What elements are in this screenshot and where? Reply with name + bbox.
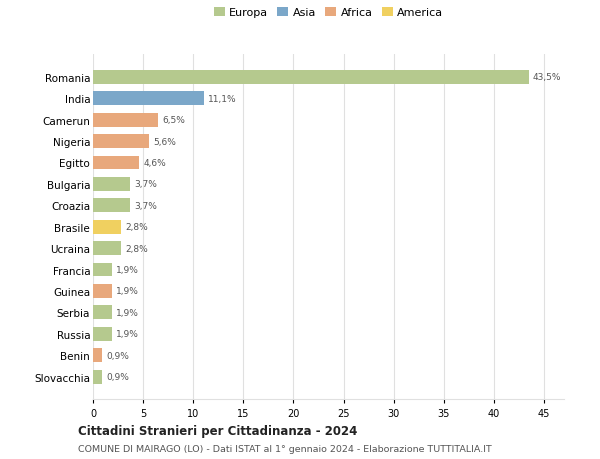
Bar [93,92,204,106]
Bar [93,113,158,127]
Bar [93,220,121,234]
Text: COMUNE DI MAIRAGO (LO) - Dati ISTAT al 1° gennaio 2024 - Elaborazione TUTTITALIA: COMUNE DI MAIRAGO (LO) - Dati ISTAT al 1… [78,444,492,453]
Bar [93,348,102,362]
Text: 3,7%: 3,7% [134,202,157,210]
Legend: Europa, Asia, Africa, America: Europa, Asia, Africa, America [212,6,445,20]
Bar [93,263,112,277]
Bar [93,178,130,191]
Bar [93,327,112,341]
Bar [93,306,112,319]
Text: Cittadini Stranieri per Cittadinanza - 2024: Cittadini Stranieri per Cittadinanza - 2… [78,424,358,437]
Text: 2,8%: 2,8% [125,223,148,232]
Bar [93,199,130,213]
Text: 1,9%: 1,9% [116,265,139,274]
Text: 1,9%: 1,9% [116,287,139,296]
Bar [93,71,529,84]
Text: 43,5%: 43,5% [533,73,562,82]
Text: 1,9%: 1,9% [116,308,139,317]
Text: 4,6%: 4,6% [143,159,166,168]
Bar [93,156,139,170]
Bar [93,370,102,384]
Text: 5,6%: 5,6% [153,137,176,146]
Text: 0,9%: 0,9% [106,351,129,360]
Text: 1,9%: 1,9% [116,330,139,338]
Text: 6,5%: 6,5% [162,116,185,125]
Text: 2,8%: 2,8% [125,244,148,253]
Text: 0,9%: 0,9% [106,372,129,381]
Text: 3,7%: 3,7% [134,180,157,189]
Bar [93,284,112,298]
Bar [93,135,149,149]
Text: 11,1%: 11,1% [208,95,237,104]
Bar [93,241,121,256]
